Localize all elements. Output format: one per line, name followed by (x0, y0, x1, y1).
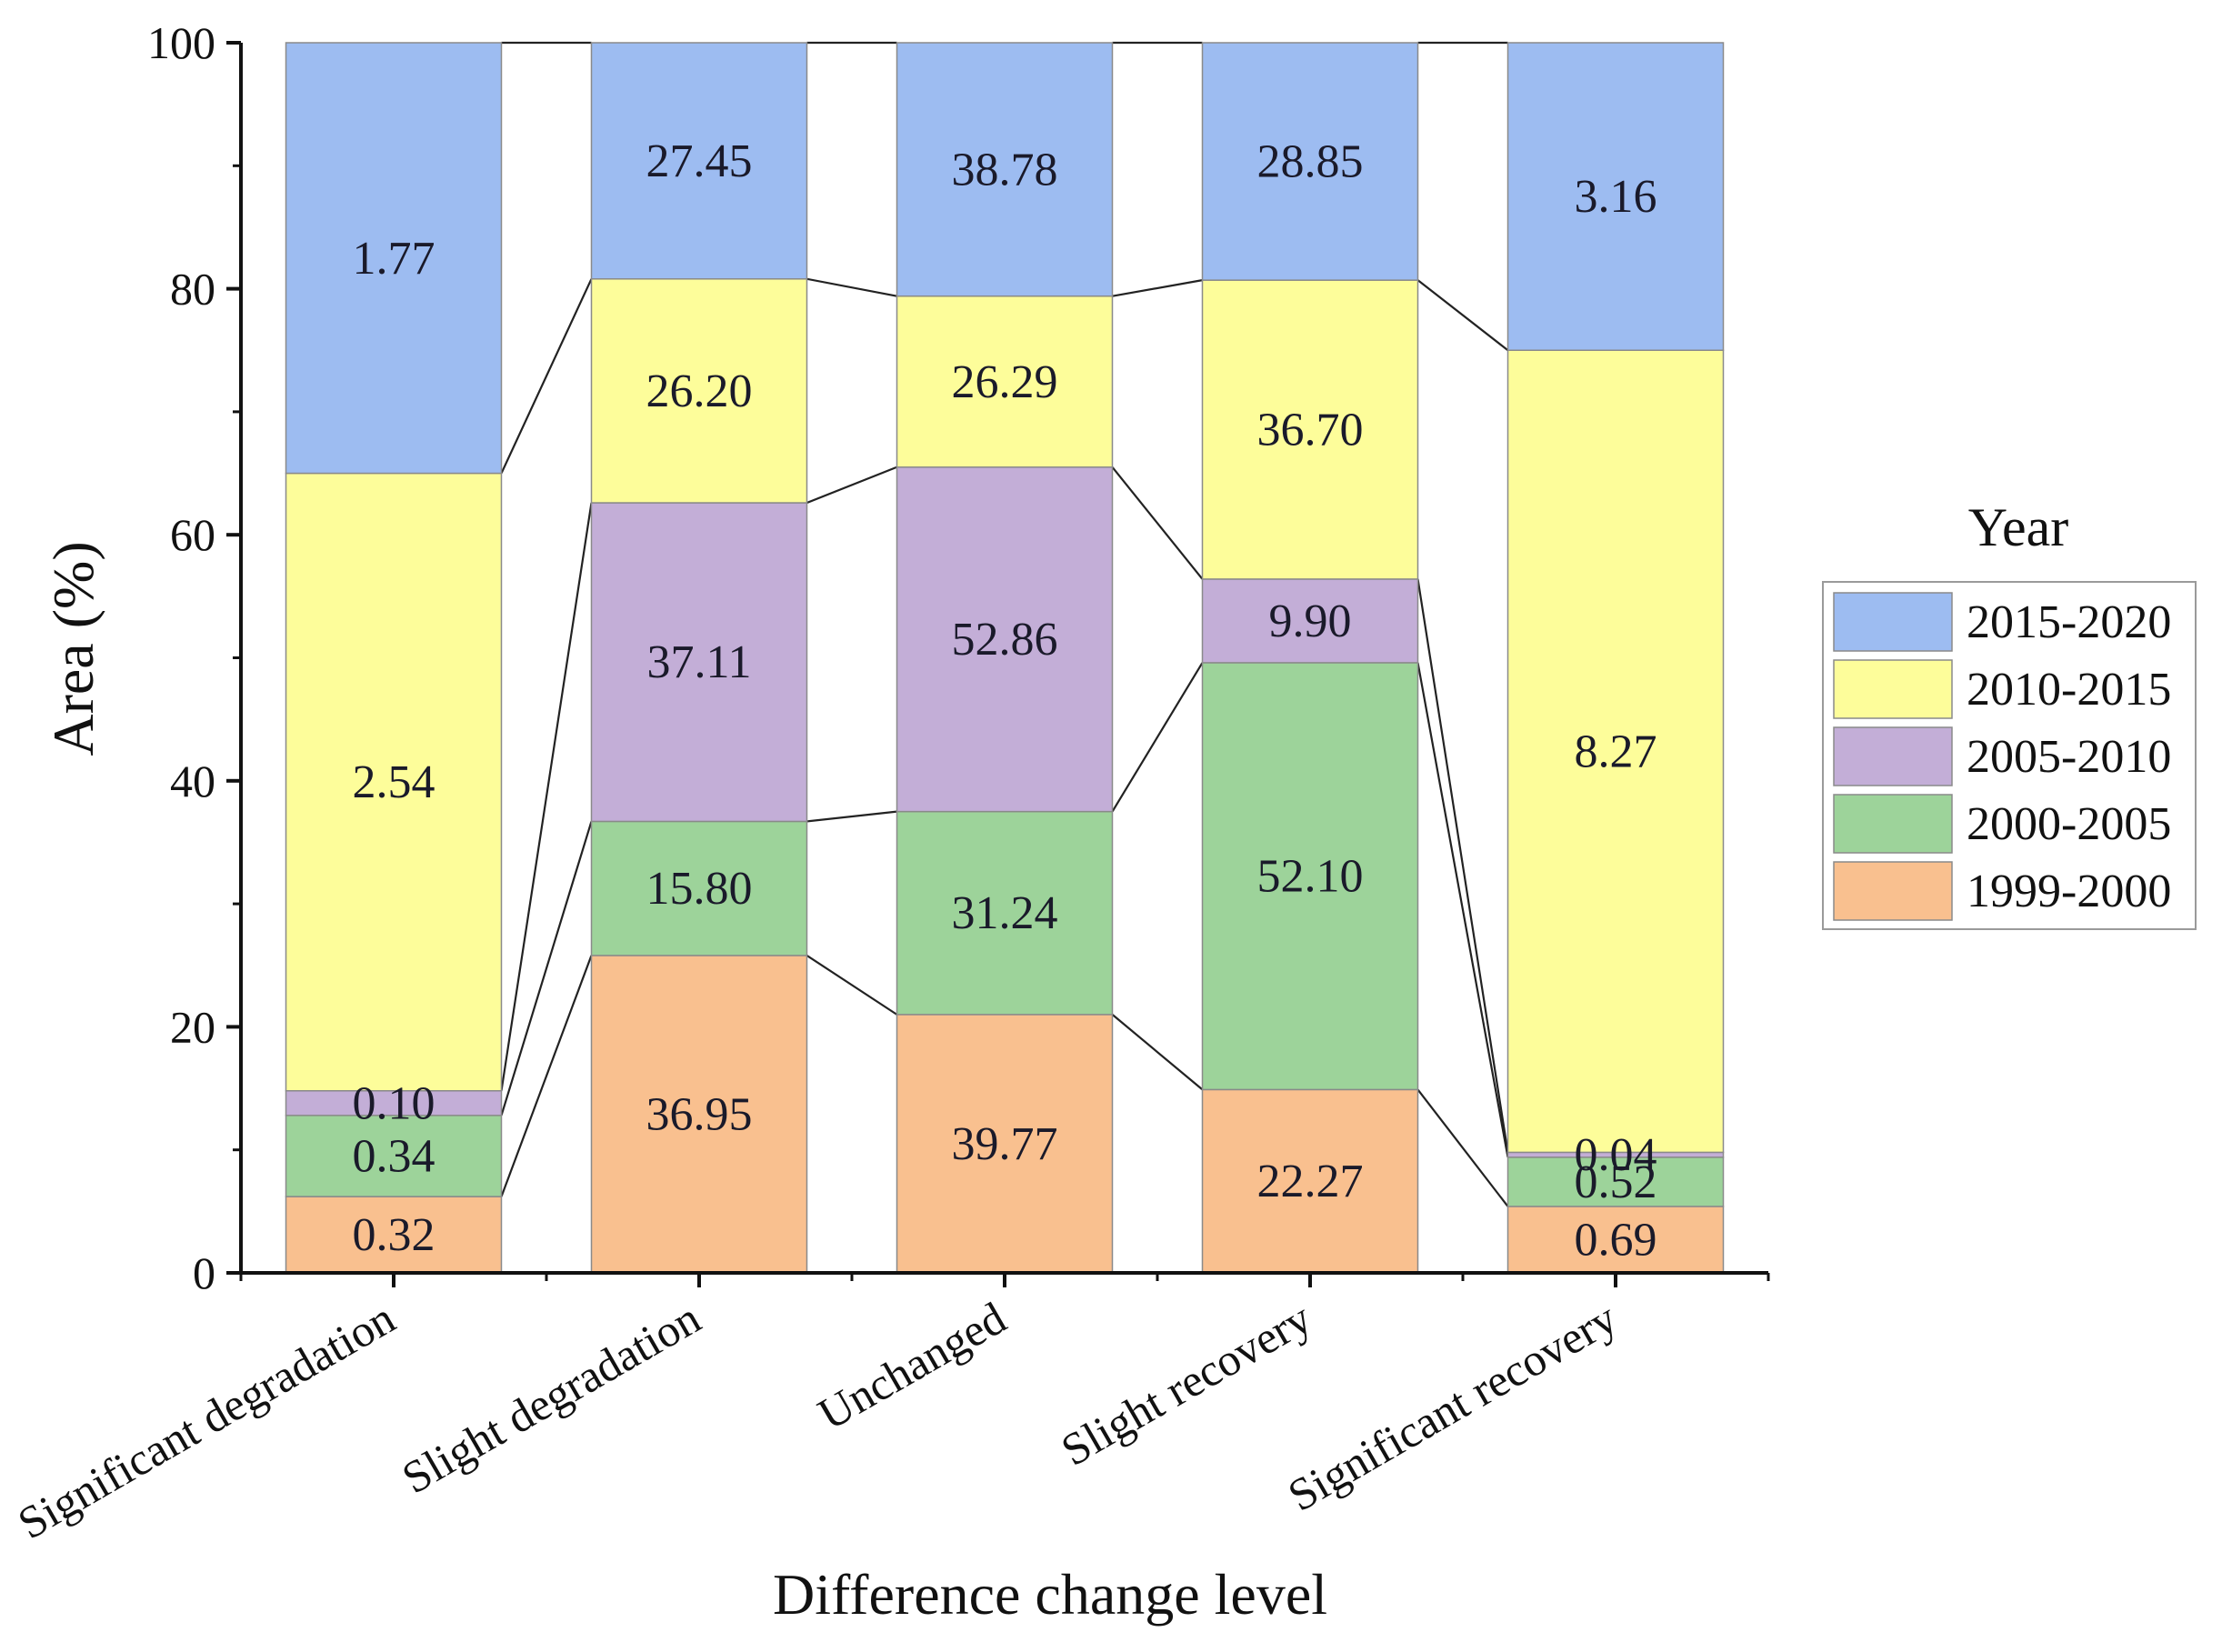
connector-line (1111, 1014, 1204, 1091)
bar-value-label: 26.20 (646, 365, 753, 417)
legend-title: Year (1968, 497, 2069, 557)
bar-segment (285, 1090, 503, 1116)
connector-line (500, 278, 593, 475)
bar-segment (590, 820, 808, 956)
bar-segment (1506, 349, 1725, 1154)
bar-value-label: 8.27 (1575, 726, 1657, 777)
bar-segment (896, 810, 1114, 1016)
bar-value-label: 0.04 (1575, 1129, 1657, 1181)
bar-segment (1506, 1156, 1725, 1207)
legend-swatch (1833, 861, 1953, 921)
y-tick-label: 20 (170, 1001, 215, 1052)
bar-segment (285, 42, 503, 475)
connector-line (1111, 662, 1204, 813)
bar-value-label: 52.86 (952, 614, 1058, 666)
legend-label: 2000-2005 (1967, 798, 2171, 850)
bar-value-label: 31.24 (952, 887, 1058, 939)
bar-value-label: 2.54 (353, 756, 435, 808)
bar-value-label: 52.10 (1257, 851, 1364, 903)
x-axis-title: Difference change level (773, 1562, 1327, 1627)
bar-data-labels: 0.32 36.95 39.77 22.27 0.69 0.34 15.80 31.24 52.… (353, 135, 1657, 1267)
bar-segment (896, 466, 1114, 813)
connector-line (500, 955, 593, 1197)
bar-value-label: 26.29 (952, 356, 1058, 408)
legend-swatch (1833, 659, 1953, 719)
legend-label: 2010-2015 (1967, 664, 2171, 716)
legend: Year 2015-2020 2010-2015 2005-2010 2000-200… (1822, 497, 2197, 930)
legend-label: 1999-2000 (1967, 866, 2171, 917)
bar-segment (896, 42, 1114, 297)
bar-value-label: 0.32 (353, 1209, 435, 1261)
legend-swatch (1833, 592, 1953, 652)
connector-line (1111, 466, 1204, 580)
legend-label: 2005-2010 (1967, 731, 2171, 783)
bar-value-label: 0.34 (353, 1130, 435, 1182)
y-axis-title: Area (%) (41, 541, 105, 756)
bars (285, 42, 1725, 1274)
bar-value-label: 3.16 (1575, 171, 1657, 223)
bar-segment (1201, 279, 1419, 580)
bar-value-label: 36.95 (646, 1088, 753, 1140)
x-category-label: Slight degradation (394, 1292, 709, 1503)
bar-value-label: 28.85 (1257, 136, 1364, 188)
connector-line (500, 821, 593, 1116)
connector-line (806, 955, 898, 1016)
connector-line (1416, 279, 1509, 352)
bar-segment (285, 472, 503, 1092)
bar-value-label: 38.78 (952, 144, 1058, 195)
y-tick-label: 40 (170, 756, 215, 806)
legend-swatch (1833, 726, 1953, 786)
connector-line (1416, 1088, 1509, 1207)
bar-segment (1201, 1088, 1419, 1274)
connector-line (806, 277, 897, 297)
bar-value-label: 0.69 (1575, 1214, 1657, 1266)
x-category-label: Significant degradation (9, 1292, 403, 1548)
bar-segment (590, 42, 808, 280)
bar-segment (590, 955, 808, 1274)
y-tick-label: 0 (193, 1247, 215, 1298)
x-category-label: Unchanged (809, 1292, 1014, 1439)
legend-label: 2015-2020 (1967, 596, 2171, 648)
bar-segment (1201, 662, 1419, 1091)
bar-segment (590, 502, 808, 823)
y-tick-label: 100 (147, 17, 215, 68)
bar-value-label: 0.52 (1575, 1156, 1657, 1208)
bar-value-label: 27.45 (646, 135, 753, 187)
bar-segment (1506, 42, 1725, 351)
bar-value-label: 22.27 (1257, 1156, 1364, 1207)
connector-line (500, 502, 593, 1091)
connector-line (806, 810, 897, 823)
bar-value-label: 15.80 (646, 863, 753, 915)
connector-line (1112, 279, 1203, 297)
x-category-label: Slight recovery (1053, 1292, 1320, 1476)
bar-value-label: 0.10 (353, 1077, 435, 1129)
connector-line (1416, 662, 1509, 1158)
bar-value-label: 9.90 (1269, 596, 1352, 647)
legend-swatch (1833, 794, 1953, 854)
bar-segment (590, 278, 808, 504)
connector-lines (500, 41, 1509, 1207)
connector-line (806, 466, 897, 505)
y-tick-label: 80 (170, 264, 215, 315)
bar-value-label: 39.77 (952, 1118, 1058, 1170)
bar-value-label: 36.70 (1257, 405, 1364, 456)
bar-segment (1506, 1206, 1725, 1274)
bar-segment (285, 1115, 503, 1197)
y-tick-label: 60 (170, 509, 215, 560)
bar-segment (1201, 42, 1419, 281)
bar-value-label: 1.77 (353, 233, 435, 285)
bar-value-label: 37.11 (646, 636, 751, 688)
x-category-label: Significant recovery (1279, 1292, 1625, 1521)
bar-segment (285, 1196, 503, 1274)
bar-segment (896, 1014, 1114, 1274)
bar-segment (1201, 578, 1419, 664)
connector-line (1416, 578, 1509, 1153)
